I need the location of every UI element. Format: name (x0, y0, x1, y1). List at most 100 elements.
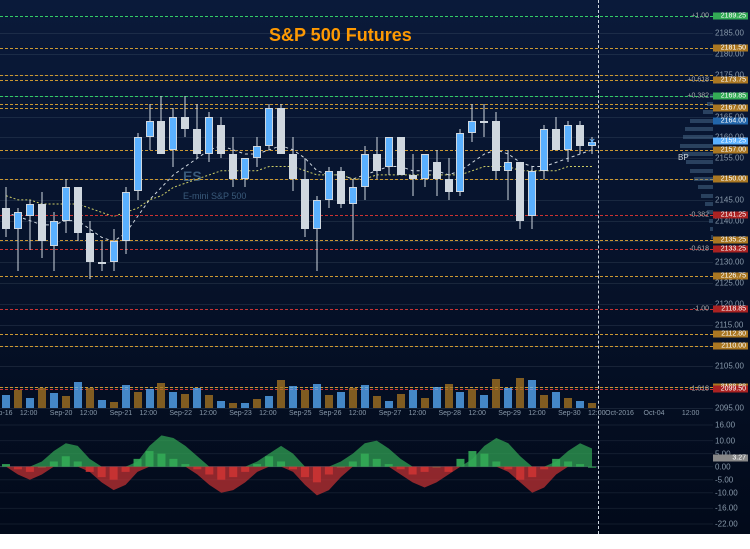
price-marker: 2133.25 (713, 245, 748, 252)
candle (349, 0, 357, 408)
volume-bar (157, 383, 165, 408)
x-tick-label: 12:00 (682, 410, 700, 417)
volume-bar (373, 396, 381, 408)
candle (122, 0, 130, 408)
y-axis: 2095.002100.002105.002110.002115.002120.… (713, 0, 750, 534)
candle (14, 0, 22, 408)
x-tick-label: Sep-21 (110, 410, 133, 417)
volume-bar (193, 388, 201, 408)
price-marker: 2126.75 (713, 272, 748, 279)
candle (157, 0, 165, 408)
x-tick-label: Sep-27 (379, 410, 402, 417)
x-tick-label: 12:00 (528, 410, 546, 417)
profile-row (698, 185, 713, 189)
osc-value-marker: 3.27 (713, 455, 748, 462)
fib-label: -1.618 (689, 386, 709, 393)
volume-bar (181, 394, 189, 408)
y-tick-label: 2185.00 (715, 29, 744, 38)
candle (38, 0, 46, 408)
price-marker: 2110.00 (713, 342, 748, 349)
profile-row (705, 202, 713, 206)
price-marker: 2112.80 (713, 330, 748, 337)
y-tick-label: 2105.00 (715, 362, 744, 371)
volume-bar (552, 392, 560, 408)
profile-row (694, 177, 713, 181)
price-marker: 2181.50 (713, 44, 748, 51)
fib-label: +0.618 (687, 77, 709, 84)
fib-label: +1.00 (691, 12, 709, 19)
candle (540, 0, 548, 408)
x-tick-label: 12:00 (259, 410, 277, 417)
profile-row (690, 119, 713, 123)
volume-bar (289, 386, 297, 408)
volume-bar (564, 398, 572, 408)
price-marker: 2141.25 (713, 212, 748, 219)
volume-bar (50, 393, 58, 408)
candle (50, 0, 58, 408)
x-tick-label: Sep-23 (229, 410, 252, 417)
x-tick-label: Sep-26 (319, 410, 342, 417)
volume-bar (433, 387, 441, 408)
candle (516, 0, 524, 408)
candle (169, 0, 177, 408)
y-tick-label: 2130.00 (715, 258, 744, 267)
x-tick-label: 12:00 (588, 410, 606, 417)
x-tick-label: Sep-30 (558, 410, 581, 417)
volume-bar (445, 384, 453, 408)
profile-row (690, 169, 713, 173)
candle (480, 0, 488, 408)
candle (26, 0, 34, 408)
price-marker: 2135.25 (713, 237, 748, 244)
osc-tick-label: -10.00 (715, 488, 738, 497)
x-tick-label: Sep-20 (50, 410, 73, 417)
candle (397, 0, 405, 408)
candle (337, 0, 345, 408)
x-tick-label: Sep-28 (439, 410, 462, 417)
volume-bar (337, 392, 345, 408)
x-tick-label: Oct-2016 (605, 410, 634, 417)
volume-bar (492, 379, 500, 408)
fib-label: -0.618 (689, 245, 709, 252)
volume-bar (468, 389, 476, 408)
profile-row (703, 110, 713, 114)
profile-row (686, 160, 713, 164)
volume-bar (146, 389, 154, 408)
y-tick-label: 2155.00 (715, 154, 744, 163)
volume-bar (516, 378, 524, 408)
price-chart[interactable]: S&P 500 Futures ES E-mini S&P 500 +1.00+… (0, 0, 713, 534)
volume-bar (504, 388, 512, 408)
volume-bar (397, 394, 405, 408)
price-marker: 2159.25 (713, 137, 748, 144)
volume-bar (313, 384, 321, 408)
profile-row (701, 194, 713, 198)
volume-bar (14, 390, 22, 408)
x-tick-label: 12:00 (80, 410, 98, 417)
x-tick-label: 12:00 (409, 410, 427, 417)
fib-label: -0.382 (689, 212, 709, 219)
candle (588, 0, 596, 408)
volume-bar (38, 388, 46, 408)
volume-bar (421, 398, 429, 408)
x-tick-label: Sep-29 (498, 410, 521, 417)
candle (433, 0, 441, 408)
price-marker: 2150.00 (713, 176, 748, 183)
profile-poc-label: BP (678, 153, 689, 162)
x-tick-label: Sep-25 (289, 410, 312, 417)
volume-bar (169, 392, 177, 409)
volume-bar (253, 399, 261, 408)
candle (504, 0, 512, 408)
candle (325, 0, 333, 408)
volume-bar (540, 395, 548, 408)
y-tick-label: 2145.00 (715, 195, 744, 204)
candle (492, 0, 500, 408)
candle (2, 0, 10, 408)
price-marker: 2169.85 (713, 93, 748, 100)
osc-tick-label: -22.00 (715, 520, 738, 529)
candle (552, 0, 560, 408)
volume-bar (74, 382, 82, 408)
candle (74, 0, 82, 408)
candle (110, 0, 118, 408)
candle (134, 0, 142, 408)
volume-bar (361, 385, 369, 408)
candle (181, 0, 189, 408)
